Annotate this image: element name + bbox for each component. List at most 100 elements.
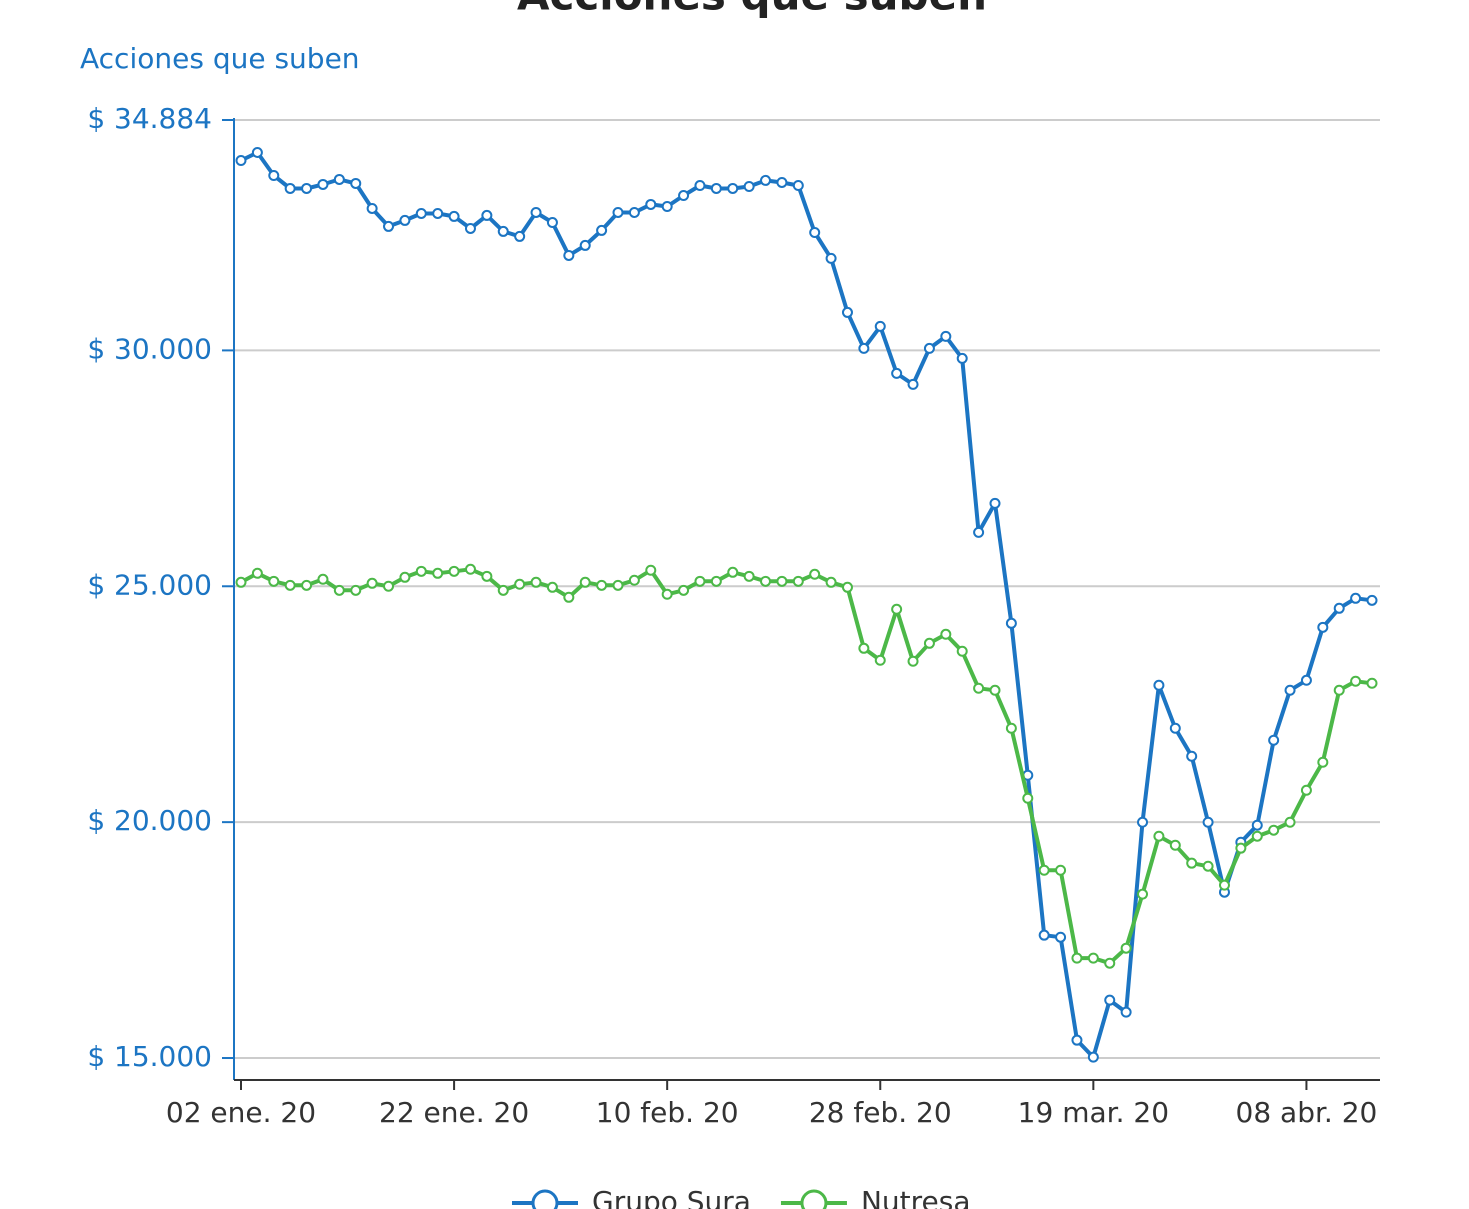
- point: [1235, 842, 1247, 854]
- point: [760, 174, 772, 186]
- point: [907, 378, 919, 390]
- point: [809, 568, 821, 580]
- point: [874, 320, 886, 332]
- point: [284, 182, 296, 194]
- point: [923, 637, 935, 649]
- point: [1218, 879, 1230, 891]
- point: [350, 584, 362, 596]
- point: [481, 570, 493, 582]
- point: [399, 214, 411, 226]
- point: [661, 588, 673, 600]
- point: [1317, 756, 1329, 768]
- point: [1055, 864, 1067, 876]
- point: [596, 224, 608, 236]
- point: [301, 182, 313, 194]
- point: [1071, 952, 1083, 964]
- line: [240, 567, 1373, 966]
- legend-marker: [531, 1189, 559, 1209]
- point: [448, 565, 460, 577]
- point: [301, 579, 313, 591]
- point: [530, 206, 542, 218]
- point: [743, 570, 755, 582]
- x-tick-label: 02 ene. 20: [166, 1096, 316, 1129]
- point: [1202, 860, 1214, 872]
- point: [678, 189, 690, 201]
- point: [1333, 684, 1345, 696]
- point: [383, 220, 395, 232]
- point: [514, 230, 526, 242]
- point: [1005, 617, 1017, 629]
- point: [940, 330, 952, 342]
- point: [366, 577, 378, 589]
- y-tick-label: $ 20.000: [87, 804, 212, 837]
- point: [1137, 816, 1149, 828]
- x-tick-label: 19 mar. 20: [1018, 1096, 1169, 1129]
- point: [1038, 864, 1050, 876]
- x-tick-label: 08 abr. 20: [1236, 1096, 1378, 1129]
- point: [973, 526, 985, 538]
- point: [841, 581, 853, 593]
- point: [1268, 824, 1280, 836]
- point: [432, 567, 444, 579]
- point: [891, 367, 903, 379]
- point: [1120, 1006, 1132, 1018]
- point: [956, 352, 968, 364]
- point: [841, 306, 853, 318]
- point: [645, 564, 657, 576]
- point: [1251, 830, 1263, 842]
- point: [1186, 750, 1198, 762]
- point: [1350, 675, 1362, 687]
- point: [317, 178, 329, 190]
- point: [1104, 957, 1116, 969]
- point: [1087, 952, 1099, 964]
- point: [825, 576, 837, 588]
- y-tick-label: $ 15.000: [87, 1040, 212, 1073]
- point: [1038, 929, 1050, 941]
- point: [1186, 857, 1198, 869]
- point: [874, 654, 886, 666]
- point: [809, 226, 821, 238]
- point: [973, 682, 985, 694]
- series: [235, 146, 1378, 1063]
- x-tick-label: 10 feb. 20: [596, 1096, 739, 1129]
- point: [727, 182, 739, 194]
- point: [1169, 839, 1181, 851]
- legend-marker: [800, 1189, 828, 1209]
- point: [448, 210, 460, 222]
- point: [432, 207, 444, 219]
- point: [1153, 830, 1165, 842]
- point: [317, 573, 329, 585]
- y-tick-label: $ 30.000: [87, 332, 212, 365]
- point: [1120, 942, 1132, 954]
- point: [792, 179, 804, 191]
- point: [1055, 931, 1067, 943]
- point: [694, 179, 706, 191]
- point: [989, 684, 1001, 696]
- point: [399, 571, 411, 583]
- legend-label: Nutresa: [861, 1185, 971, 1209]
- point: [481, 209, 493, 221]
- y-axis-label: Acciones que suben: [80, 42, 360, 75]
- point: [743, 180, 755, 192]
- point: [1317, 621, 1329, 633]
- point: [825, 252, 837, 264]
- point: [415, 207, 427, 219]
- point: [776, 176, 788, 188]
- point: [464, 222, 476, 234]
- point: [940, 628, 952, 640]
- point: [1333, 602, 1345, 614]
- point: [1169, 722, 1181, 734]
- point: [923, 342, 935, 354]
- point: [284, 579, 296, 591]
- point: [596, 579, 608, 591]
- point: [415, 565, 427, 577]
- point: [366, 202, 378, 214]
- point: [858, 642, 870, 654]
- point: [727, 566, 739, 578]
- point: [1104, 994, 1116, 1006]
- point: [497, 584, 509, 596]
- point: [1284, 816, 1296, 828]
- point: [891, 603, 903, 615]
- point: [907, 655, 919, 667]
- point: [514, 578, 526, 590]
